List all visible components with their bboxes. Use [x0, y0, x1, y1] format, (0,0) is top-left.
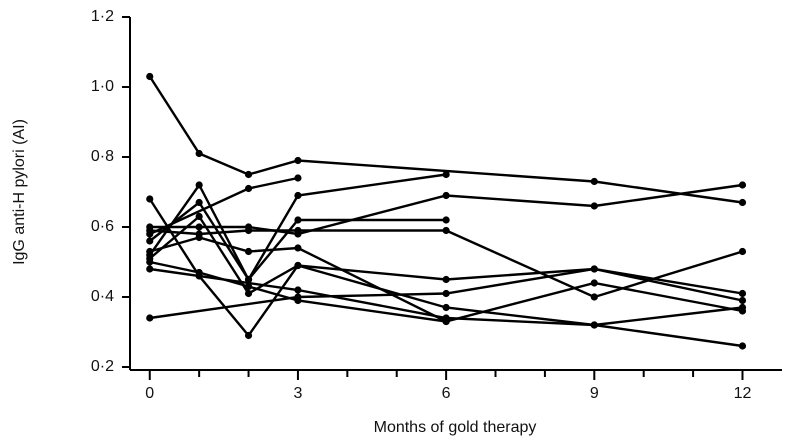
data-point: [146, 265, 154, 273]
data-point: [244, 275, 253, 284]
data-point: [146, 237, 154, 245]
data-point: [244, 247, 253, 256]
data-point: [590, 293, 598, 301]
x-tick-label: 9: [590, 385, 599, 402]
data-point: [146, 226, 154, 235]
x-tick-label: 3: [293, 385, 302, 402]
data-point: [146, 314, 154, 322]
data-point: [590, 202, 598, 210]
data-point: [146, 72, 154, 81]
data-point: [294, 216, 302, 224]
data-point: [738, 247, 747, 256]
data-point: [738, 342, 747, 350]
data-point: [442, 317, 450, 326]
data-point: [195, 149, 203, 158]
data-point: [195, 212, 203, 221]
data-point: [195, 233, 203, 242]
data-point: [738, 198, 747, 207]
data-point: [442, 170, 450, 179]
series-line: [148, 75, 743, 204]
data-point: [590, 279, 598, 287]
data-point: [195, 268, 203, 277]
data-point: [442, 226, 450, 235]
data-point: [442, 275, 450, 284]
x-tick-label: 6: [442, 385, 451, 402]
data-point: [738, 181, 747, 189]
data-point: [294, 226, 302, 235]
data-point: [244, 184, 253, 193]
data-point: [146, 247, 154, 256]
data-point: [146, 195, 154, 203]
data-point: [442, 289, 450, 298]
data-point: [442, 191, 450, 200]
data-point: [294, 191, 302, 200]
data-point: [294, 296, 302, 305]
y-tick-label: 0·4: [91, 288, 114, 305]
x-tick-label: 12: [734, 385, 752, 402]
data-point: [738, 307, 747, 315]
data-point: [442, 216, 450, 224]
data-point: [244, 331, 253, 340]
data-point: [294, 174, 302, 182]
y-tick-label: 1·2: [91, 8, 114, 25]
data-point: [195, 181, 203, 189]
y-tick-label: 0·6: [91, 218, 114, 235]
x-tick-label: 0: [145, 385, 154, 402]
data-point: [294, 286, 302, 294]
data-point: [146, 258, 154, 266]
data-point: [590, 321, 598, 329]
data-point: [244, 282, 253, 291]
data-point: [244, 226, 253, 235]
x-axis-label: Months of gold therapy: [374, 419, 537, 436]
y-axis-label: IgG anti-H pylori (AI): [11, 119, 28, 265]
data-point: [294, 261, 302, 270]
data-point: [244, 289, 253, 298]
y-tick-label: 1·0: [91, 78, 114, 95]
data-point: [244, 170, 253, 179]
data-point: [195, 198, 203, 207]
data-point: [294, 244, 302, 252]
data-point: [590, 265, 598, 273]
data-point: [195, 223, 203, 231]
data-point: [738, 289, 747, 298]
data-point: [442, 303, 450, 312]
data-point: [738, 296, 747, 305]
y-tick-label: 0·2: [91, 358, 114, 375]
data-point: [294, 156, 302, 165]
y-tick-label: 0·8: [91, 148, 114, 165]
data-point: [590, 177, 598, 186]
